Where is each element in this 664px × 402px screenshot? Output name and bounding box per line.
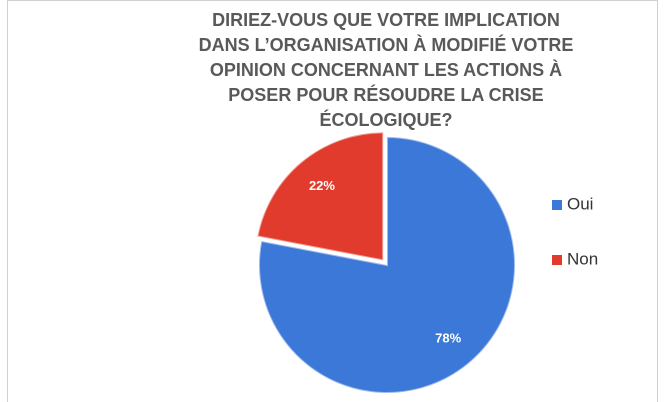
legend-label: Non [567, 249, 598, 268]
value-label: 22% [309, 178, 335, 193]
legend-label: Oui [567, 194, 593, 213]
chart-title: DANS L’ORGANISATION À MODIFIÉ VOTRE [199, 34, 574, 55]
chart-title: OPINION CONCERNANT LES ACTIONS À [210, 59, 562, 80]
legend-swatch [552, 200, 562, 210]
chart-title: ÉCOLOGIQUE? [319, 109, 452, 130]
pie-slice [256, 131, 385, 262]
legend-swatch [552, 255, 562, 265]
chart-title: DIRIEZ-VOUS QUE VOTRE IMPLICATION [212, 10, 560, 30]
value-label: 78% [435, 330, 461, 345]
pie-slice [258, 135, 516, 394]
chart-title: POSER POUR RÉSOUDRE LA CRISE [228, 84, 543, 105]
